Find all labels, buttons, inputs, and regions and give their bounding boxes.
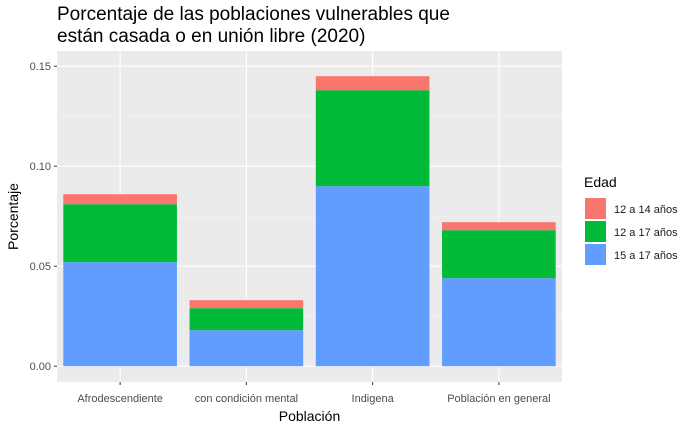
- legend-swatch: [585, 198, 606, 219]
- bars: [63, 76, 556, 367]
- legend-label: 15 a 17 años: [614, 250, 678, 262]
- bar-segment: [189, 308, 304, 331]
- legend-label: 12 a 14 años: [614, 204, 678, 216]
- bar-segment: [189, 300, 304, 309]
- legend: Edad 12 a 14 años 12 a 17 años 15 a 17 año…: [584, 174, 678, 265]
- legend-swatch: [585, 221, 606, 242]
- bar-segment: [63, 194, 177, 205]
- bar-segment: [442, 222, 556, 231]
- bar-segment: [315, 76, 430, 91]
- x-tick-label: con condición mental: [195, 393, 298, 405]
- x-axis: Afrodescendiente con condición mental Indi…: [77, 382, 551, 405]
- y-tick-label: 0.15: [30, 61, 51, 73]
- y-axis-title: Porcentaje: [5, 183, 21, 250]
- x-tick-label: Indigena: [352, 393, 395, 405]
- bar-segment: [315, 90, 430, 187]
- legend-title: Edad: [584, 174, 617, 190]
- y-tick-label: 0.00: [30, 361, 51, 373]
- bar-segment: [442, 230, 556, 279]
- y-tick-label: 0.10: [30, 161, 51, 173]
- chart-title: Porcentaje de las poblaciones vulnerable…: [57, 4, 450, 47]
- bar-segment: [63, 204, 177, 263]
- bar-segment: [315, 186, 430, 367]
- x-tick-label: Población en general: [447, 393, 550, 405]
- legend-label: 12 a 17 años: [614, 227, 678, 239]
- y-axis: 0.00 0.05 0.10 0.15: [30, 61, 57, 373]
- y-tick-label: 0.05: [30, 261, 51, 273]
- bar-segment: [189, 330, 304, 367]
- legend-swatch: [585, 244, 606, 265]
- x-tick-label: Afrodescendiente: [77, 393, 163, 405]
- bar-segment: [63, 262, 177, 367]
- bar-segment: [442, 278, 556, 367]
- x-axis-title: Población: [279, 408, 341, 424]
